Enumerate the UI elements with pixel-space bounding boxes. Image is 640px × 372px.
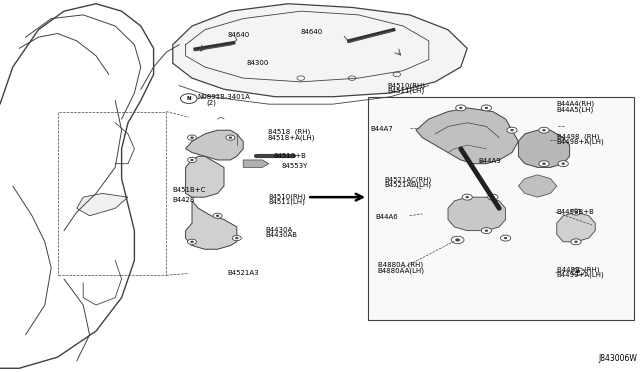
Text: B44A9: B44A9 <box>479 158 502 164</box>
Circle shape <box>226 135 235 140</box>
Circle shape <box>562 163 564 164</box>
Text: B4428: B4428 <box>173 197 195 203</box>
Circle shape <box>485 107 488 109</box>
Circle shape <box>188 157 196 163</box>
Text: B4880A (RH): B4880A (RH) <box>378 262 423 269</box>
Polygon shape <box>186 130 243 160</box>
Text: 84640: 84640 <box>227 32 250 38</box>
Bar <box>58 112 166 275</box>
Circle shape <box>188 239 196 244</box>
Text: 84553Y: 84553Y <box>282 163 308 169</box>
Circle shape <box>213 213 222 218</box>
Bar <box>368 97 634 320</box>
Text: B4521A3: B4521A3 <box>227 270 259 276</box>
Text: 84300: 84300 <box>246 60 269 66</box>
Text: 84518+A(LH): 84518+A(LH) <box>268 134 315 141</box>
Circle shape <box>558 161 568 167</box>
Text: B4511(LH): B4511(LH) <box>387 87 424 94</box>
Circle shape <box>575 241 577 243</box>
Text: B451B+C: B451B+C <box>173 187 206 193</box>
Circle shape <box>507 127 517 133</box>
Text: B44A6: B44A6 <box>376 214 399 220</box>
Circle shape <box>571 239 581 245</box>
Circle shape <box>481 228 492 234</box>
Circle shape <box>485 230 488 231</box>
Text: B44A7: B44A7 <box>370 126 393 132</box>
Polygon shape <box>186 201 237 249</box>
Circle shape <box>543 163 545 164</box>
Circle shape <box>539 127 549 133</box>
Circle shape <box>191 137 193 138</box>
Text: B4498  (RH): B4498 (RH) <box>557 134 599 140</box>
Polygon shape <box>243 160 269 167</box>
Text: (2): (2) <box>207 99 216 106</box>
Circle shape <box>539 161 549 167</box>
Circle shape <box>191 241 193 243</box>
Text: 84640: 84640 <box>301 29 323 35</box>
Text: N08918-3401A: N08918-3401A <box>197 94 250 100</box>
Text: J843006W: J843006W <box>598 354 637 363</box>
Circle shape <box>575 211 577 213</box>
Text: B4499  (RH): B4499 (RH) <box>557 266 599 273</box>
Text: B44A4(RH): B44A4(RH) <box>557 101 595 108</box>
Circle shape <box>229 137 232 138</box>
Polygon shape <box>77 193 128 216</box>
Text: B4430A: B4430A <box>266 227 293 232</box>
Circle shape <box>456 105 466 111</box>
Text: B4430AB: B4430AB <box>266 232 298 238</box>
Polygon shape <box>557 212 595 242</box>
Circle shape <box>576 270 580 273</box>
Circle shape <box>571 209 581 215</box>
Circle shape <box>481 105 492 111</box>
Circle shape <box>451 236 464 244</box>
Circle shape <box>488 194 498 200</box>
Circle shape <box>188 135 196 140</box>
Circle shape <box>460 107 462 109</box>
Circle shape <box>543 129 545 131</box>
Polygon shape <box>518 175 557 197</box>
Polygon shape <box>518 130 570 167</box>
Polygon shape <box>173 4 467 97</box>
Circle shape <box>500 235 511 241</box>
Polygon shape <box>416 108 518 164</box>
Text: 84519+B: 84519+B <box>274 153 307 159</box>
Circle shape <box>511 129 513 131</box>
Circle shape <box>232 235 241 241</box>
Circle shape <box>466 196 468 198</box>
Text: 84511(LH): 84511(LH) <box>269 198 306 205</box>
Text: B4880AA(LH): B4880AA(LH) <box>378 267 424 274</box>
Text: B4499+A(LH): B4499+A(LH) <box>557 272 605 278</box>
Circle shape <box>504 237 507 239</box>
Circle shape <box>492 196 494 198</box>
Text: B4498+A(LH): B4498+A(LH) <box>557 139 605 145</box>
Text: B4521AC(RH): B4521AC(RH) <box>384 176 431 183</box>
Text: B4499B+B: B4499B+B <box>557 209 595 215</box>
Circle shape <box>180 94 197 103</box>
Circle shape <box>236 237 238 239</box>
Polygon shape <box>448 197 506 231</box>
Text: N: N <box>186 96 191 101</box>
Text: 84518  (RH): 84518 (RH) <box>268 129 310 135</box>
Circle shape <box>191 159 193 161</box>
Text: 84510(RH): 84510(RH) <box>269 193 307 200</box>
Circle shape <box>456 239 460 241</box>
Polygon shape <box>186 156 224 197</box>
Circle shape <box>572 268 584 275</box>
Circle shape <box>462 194 472 200</box>
Circle shape <box>216 215 219 217</box>
Text: B44A5(LH): B44A5(LH) <box>557 106 594 113</box>
Text: B4521AD(LH): B4521AD(LH) <box>384 182 431 188</box>
Text: B4510(RH): B4510(RH) <box>387 82 425 89</box>
